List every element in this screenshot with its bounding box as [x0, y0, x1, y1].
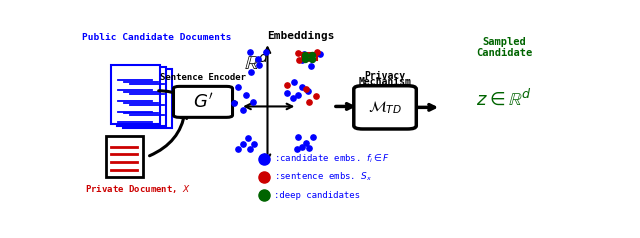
Text: $\mathcal{M}_{TD}$: $\mathcal{M}_{TD}$	[368, 99, 402, 116]
FancyBboxPatch shape	[111, 65, 160, 124]
Text: Public Candidate Documents: Public Candidate Documents	[83, 33, 232, 42]
Text: $z \in \mathbb{R}^d$: $z \in \mathbb{R}^d$	[476, 88, 532, 109]
Text: :candidate embs. $f_i \in F$: :candidate embs. $f_i \in F$	[275, 152, 390, 165]
Text: :sentence embs. $S_x$: :sentence embs. $S_x$	[275, 171, 372, 183]
FancyBboxPatch shape	[173, 86, 232, 117]
Text: Candidate: Candidate	[476, 48, 532, 58]
FancyBboxPatch shape	[354, 86, 416, 129]
FancyBboxPatch shape	[123, 69, 172, 128]
Text: Embeddings: Embeddings	[267, 31, 335, 41]
Text: Sentence Encoder: Sentence Encoder	[160, 73, 246, 82]
Text: $G'$: $G'$	[193, 92, 213, 111]
FancyBboxPatch shape	[117, 67, 166, 126]
FancyBboxPatch shape	[106, 136, 143, 177]
Text: :deep candidates: :deep candidates	[275, 191, 360, 200]
Bar	[301, 53, 317, 60]
Text: Mechanism: Mechanism	[358, 77, 412, 87]
Text: $\mathbb{R}^d$: $\mathbb{R}^d$	[244, 51, 269, 75]
Text: Private Document, $X$: Private Document, $X$	[85, 183, 191, 195]
Text: Privacy: Privacy	[364, 71, 406, 81]
Text: Sampled: Sampled	[482, 37, 526, 47]
